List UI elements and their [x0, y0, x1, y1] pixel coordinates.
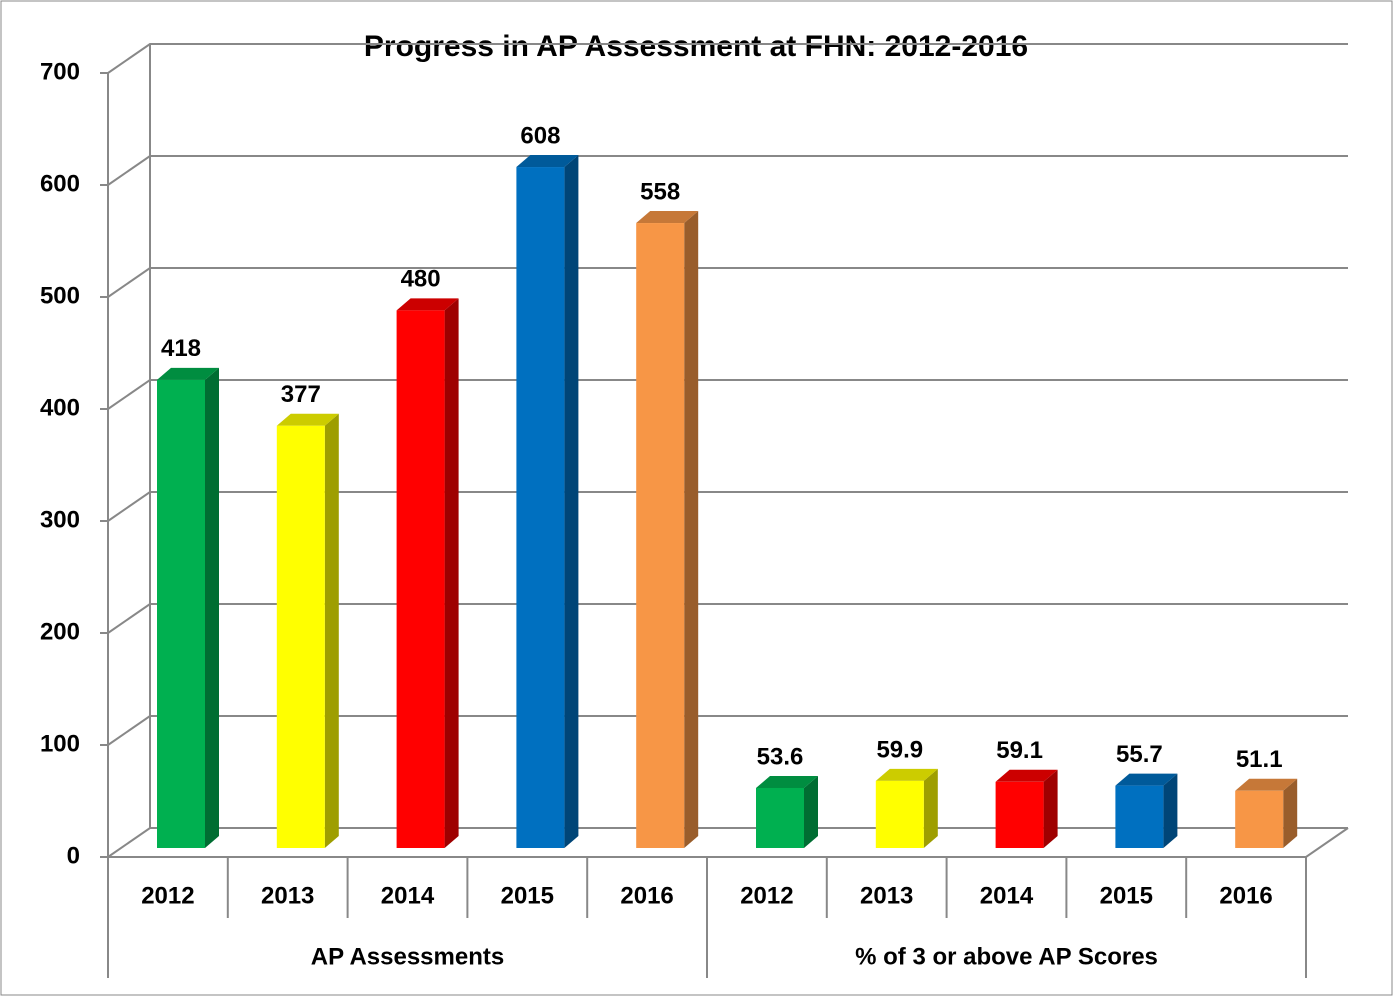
data-label: 53.6: [757, 743, 804, 770]
bar: [756, 787, 804, 848]
bar: [516, 167, 565, 849]
x-tick-label: 2012: [740, 882, 793, 909]
data-label: 51.1: [1236, 746, 1283, 773]
bar: [995, 781, 1044, 848]
bar-top: [636, 211, 699, 224]
bar-side: [804, 775, 818, 848]
data-label: 55.7: [1116, 741, 1163, 768]
bar-top: [756, 775, 818, 788]
y-tick-label: 0: [67, 842, 80, 869]
x-tick-label: 2013: [261, 882, 314, 909]
group-label: % of 3 or above AP Scores: [855, 943, 1158, 970]
bar-top: [995, 769, 1058, 782]
grid-line: [107, 827, 1348, 858]
bar-top: [1235, 778, 1298, 791]
data-label: 608: [520, 122, 560, 149]
y-tick-label: 600: [40, 170, 80, 197]
bar-side: [324, 413, 339, 848]
bar-top: [276, 413, 339, 426]
y-tick-label: 400: [40, 394, 80, 421]
grid-line: [107, 43, 1348, 74]
grid-line: [107, 715, 1348, 746]
data-label: 480: [401, 266, 441, 293]
bar: [875, 780, 924, 848]
grid-line: [107, 379, 1348, 410]
x-tick-label: 2012: [141, 882, 194, 909]
bar-side: [564, 155, 579, 849]
bar-side: [684, 211, 699, 849]
data-label: 59.9: [876, 736, 923, 763]
y-tick-label: 300: [40, 506, 80, 533]
data-label: 377: [281, 381, 321, 408]
x-tick-label: 2014: [980, 882, 1034, 909]
grid-line: [107, 267, 1348, 298]
chart-title: Progress in AP Assessment at FHN: 2012-2…: [364, 30, 1028, 63]
bar-side: [1283, 778, 1298, 848]
bar: [1235, 790, 1284, 848]
x-tick-label: 2014: [381, 882, 435, 909]
x-tick-label: 2016: [1219, 882, 1272, 909]
grid-line: [107, 491, 1348, 522]
y-tick-label: 700: [40, 58, 80, 85]
bar: [157, 379, 205, 848]
x-tick-label: 2015: [1100, 882, 1153, 909]
bar: [396, 310, 445, 848]
bar-top: [396, 298, 459, 311]
bar-top: [516, 155, 579, 168]
bar-side: [1163, 773, 1178, 848]
bar: [276, 425, 325, 848]
y-tick-label: 500: [40, 282, 80, 309]
y-tick-label: 200: [40, 618, 80, 645]
x-tick-label: 2015: [501, 882, 554, 909]
bar-side: [923, 768, 938, 848]
bar-top: [1115, 773, 1178, 786]
bar: [1115, 785, 1164, 848]
data-label: 558: [640, 178, 680, 205]
data-label: 418: [161, 335, 201, 362]
grid-line: [107, 603, 1348, 634]
y-tick-label: 100: [40, 730, 80, 757]
data-label: 59.1: [996, 737, 1043, 764]
bar-side: [205, 367, 219, 848]
group-label: AP Assessments: [311, 943, 504, 970]
bar: [636, 223, 685, 849]
bar-top: [157, 367, 219, 380]
x-tick-label: 2016: [620, 882, 673, 909]
grid-line: [107, 155, 1348, 186]
bar-side: [444, 298, 459, 848]
bar-side: [1043, 769, 1058, 848]
bar-top: [875, 768, 938, 781]
x-tick-label: 2013: [860, 882, 913, 909]
